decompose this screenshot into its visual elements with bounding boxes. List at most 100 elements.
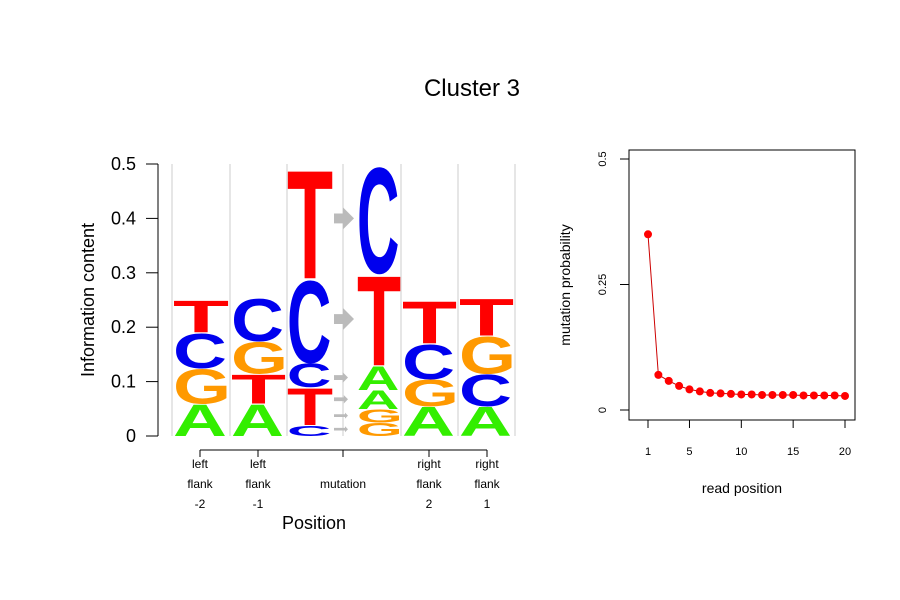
logo-y-axis: 0 0.1 0.2 0.3 0.4 0.5 [111, 154, 159, 446]
arrow-icon [334, 412, 348, 419]
logo-letter-C: C [402, 336, 455, 390]
logo-x-axis-label: Position [282, 513, 346, 533]
data-point [768, 390, 777, 399]
logo-letter-T: T [287, 377, 333, 436]
logo-letter-text: C [402, 336, 455, 390]
logo-letter-text: C [287, 356, 331, 394]
logo-letter-G: G [231, 333, 288, 384]
x-tick-label: flank [245, 477, 271, 491]
x-tick-label: -1 [253, 497, 264, 511]
data-point [799, 391, 808, 400]
data-point [685, 385, 694, 394]
logo-letter-T: T [173, 292, 229, 343]
y-tick-label: 0 [126, 426, 136, 446]
logo-letter-text: T [459, 287, 514, 346]
logo-letter-text: C [287, 256, 331, 388]
series-line [647, 234, 846, 397]
arrow-icon [334, 207, 354, 230]
logo-letter-text: T [357, 251, 401, 394]
data-point [644, 230, 652, 239]
logo-letter-C: C [287, 423, 331, 440]
plot-frame [628, 149, 856, 421]
logo-y-axis-label: Information content [78, 223, 98, 377]
logo-letter-text: A [402, 398, 455, 445]
logo-letter-C: C [287, 256, 331, 388]
logo-letter-text: A [231, 395, 284, 446]
data-point [716, 389, 725, 398]
y-tick-label: 0.5 [597, 151, 609, 166]
x-tick-label: 10 [735, 446, 747, 458]
logo-letter-text: G [357, 420, 403, 441]
mutation-arrows [334, 207, 354, 433]
logo-letter-T: T [357, 251, 401, 394]
x-tick-label: -2 [195, 497, 206, 511]
logo-letter-text: C [173, 324, 227, 378]
scatter-x-axis: 1 5 10 15 20 [645, 420, 851, 458]
y-tick-label: 0.3 [111, 263, 136, 283]
y-tick-label: 0.1 [111, 372, 136, 392]
logo-letter-text: G [357, 406, 403, 427]
y-tick-label: 0.4 [111, 208, 136, 228]
x-tick-label: flank [187, 477, 213, 491]
logo-letter-text: A [459, 398, 512, 445]
x-tick-label: 15 [787, 446, 799, 458]
logo-letter-text: T [287, 138, 333, 311]
logo-letter-G: G [173, 360, 231, 414]
x-tick-label: flank [474, 477, 500, 491]
logo-letter-text: A [357, 385, 399, 415]
logo-letter-A: A [402, 398, 455, 445]
x-tick-label: 20 [839, 446, 851, 458]
x-tick-label: left [250, 457, 267, 471]
logo-letter-A: A [357, 385, 399, 415]
scatter-y-axis-label: mutation probability [557, 224, 573, 345]
logo-letter-T: T [402, 290, 457, 357]
arrow-icon [334, 308, 354, 331]
x-tick-label: 2 [426, 497, 433, 511]
x-tick-label: 5 [686, 446, 692, 458]
data-point [695, 387, 704, 396]
logo-letter-A: A [459, 398, 512, 445]
logo-letter-C: C [459, 365, 512, 416]
logo-letter-text: T [231, 365, 286, 412]
logo-letter-C: C [357, 137, 399, 306]
logo-letter-text: C [459, 365, 512, 416]
arrow-icon [334, 426, 348, 433]
logo-x-axis: left flank -2 left flank -1 mutation right flank… [187, 449, 501, 511]
data-point [820, 391, 829, 400]
logo-letter-text: T [402, 290, 457, 357]
data-point [830, 391, 839, 400]
x-tick-label: flank [416, 477, 442, 491]
x-tick-label: left [192, 457, 209, 471]
logo-letter-text: G [402, 372, 459, 414]
arrow-icon [334, 372, 348, 383]
data-point [841, 391, 849, 400]
logo-letter-T: T [231, 365, 286, 412]
scatter-y-axis: 0 0.25 0.5 [597, 151, 629, 413]
logo-letter-text: C [231, 287, 284, 354]
logo-letter-text: C [357, 137, 399, 306]
logo-letter-text: G [459, 325, 516, 385]
logo-letter-C: C [231, 287, 284, 354]
logo-letter-text: A [173, 396, 227, 447]
chart-title: Cluster 3 [424, 75, 520, 102]
logo-letter-C: C [173, 324, 227, 378]
logo-letter-text: G [231, 333, 288, 384]
data-point [675, 381, 684, 390]
read-position-chart: 00.250.5 1 5 10 15 20 mutation probability r… [557, 149, 856, 496]
logo-letter-text: C [287, 423, 331, 440]
logo-letter-text: G [173, 360, 231, 414]
scatter-marks [644, 230, 849, 400]
logo-letter-G: G [357, 406, 403, 427]
logo-letter-G: G [459, 325, 516, 385]
logo-letter-A: A [173, 396, 227, 447]
arrow-icon [334, 395, 348, 404]
y-tick-label: 0.5 [111, 154, 136, 174]
x-tick-label: 1 [484, 497, 491, 511]
